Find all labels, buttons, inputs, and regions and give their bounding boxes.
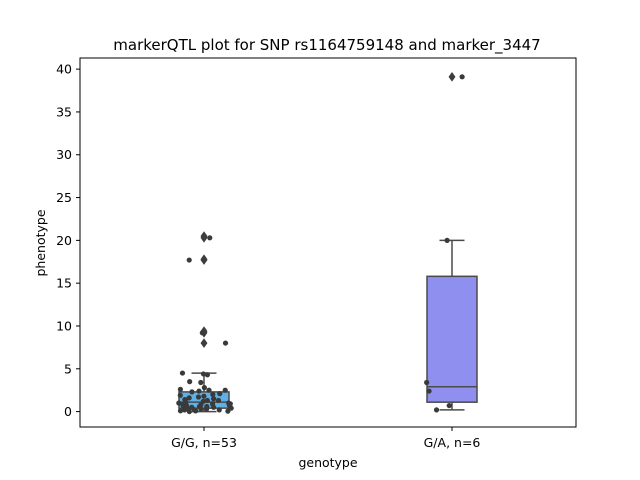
- x-axis: G/G, n=53 G/A, n=6: [171, 427, 480, 450]
- data-point: [222, 387, 228, 393]
- y-tick-label: 25: [56, 190, 72, 205]
- data-point: [228, 405, 234, 411]
- x-tick-label: G/G, n=53: [171, 435, 237, 450]
- data-point: [198, 379, 204, 386]
- data-point: [177, 392, 183, 398]
- data-point: [200, 371, 207, 377]
- data-point: [186, 408, 192, 415]
- x-axis-title: genotype: [298, 455, 357, 470]
- y-axis: 0 5 10 15 20 25 30 35 40: [56, 62, 80, 419]
- y-tick-label: 0: [64, 404, 72, 419]
- data-point: [225, 408, 231, 414]
- data-point: [207, 235, 213, 241]
- data-point: [204, 372, 211, 378]
- plot-area: [176, 71, 478, 415]
- y-axis-title: phenotype: [33, 209, 48, 276]
- x-tick-label: G/A, n=6: [424, 435, 481, 450]
- data-point: [444, 237, 450, 243]
- data-point: [195, 394, 202, 400]
- data-point: [177, 408, 184, 414]
- data-point: [209, 401, 216, 407]
- y-tick-label: 35: [56, 104, 72, 119]
- data-point: [193, 408, 199, 414]
- data-point: [187, 379, 193, 385]
- data-point: [424, 379, 430, 386]
- data-point: [204, 397, 210, 404]
- y-tick-label: 40: [56, 62, 72, 77]
- data-point: [201, 393, 207, 399]
- data-point: [177, 386, 183, 392]
- data-point: [426, 388, 432, 394]
- y-tick-label: 15: [56, 276, 72, 291]
- data-point: [459, 74, 465, 80]
- data-point: [216, 407, 222, 413]
- data-point: [204, 406, 210, 412]
- box-iqr: [426, 275, 478, 403]
- data-point: [215, 397, 222, 404]
- plot-frame: [79, 57, 577, 428]
- data-point: [211, 396, 217, 402]
- y-tick-label: 20: [56, 233, 72, 248]
- y-tick-label: 10: [56, 318, 72, 333]
- data-point: [198, 406, 204, 412]
- data-point: [189, 389, 195, 395]
- data-point: [181, 403, 187, 410]
- outlier-marker: [200, 231, 208, 242]
- data-point: [206, 387, 212, 393]
- data-point: [196, 388, 202, 394]
- y-tick-label: 30: [56, 147, 72, 162]
- box-group: [176, 231, 234, 415]
- y-tick-label: 5: [64, 361, 72, 376]
- data-point: [446, 402, 452, 409]
- data-point: [217, 391, 223, 397]
- outlier-marker: [200, 254, 208, 265]
- data-point: [179, 370, 186, 376]
- box-group: [424, 71, 478, 413]
- data-point: [201, 385, 207, 391]
- outlier-marker: [200, 338, 208, 349]
- data-point: [433, 407, 440, 413]
- data-point: [186, 257, 192, 263]
- data-point: [210, 391, 216, 398]
- chart-title: markerQTL plot for SNP rs1164759148 and …: [113, 36, 540, 55]
- data-point: [222, 340, 229, 346]
- data-point: [186, 395, 192, 401]
- data-point: [199, 330, 205, 336]
- data-point: [176, 400, 182, 406]
- outlier-marker: [448, 71, 456, 82]
